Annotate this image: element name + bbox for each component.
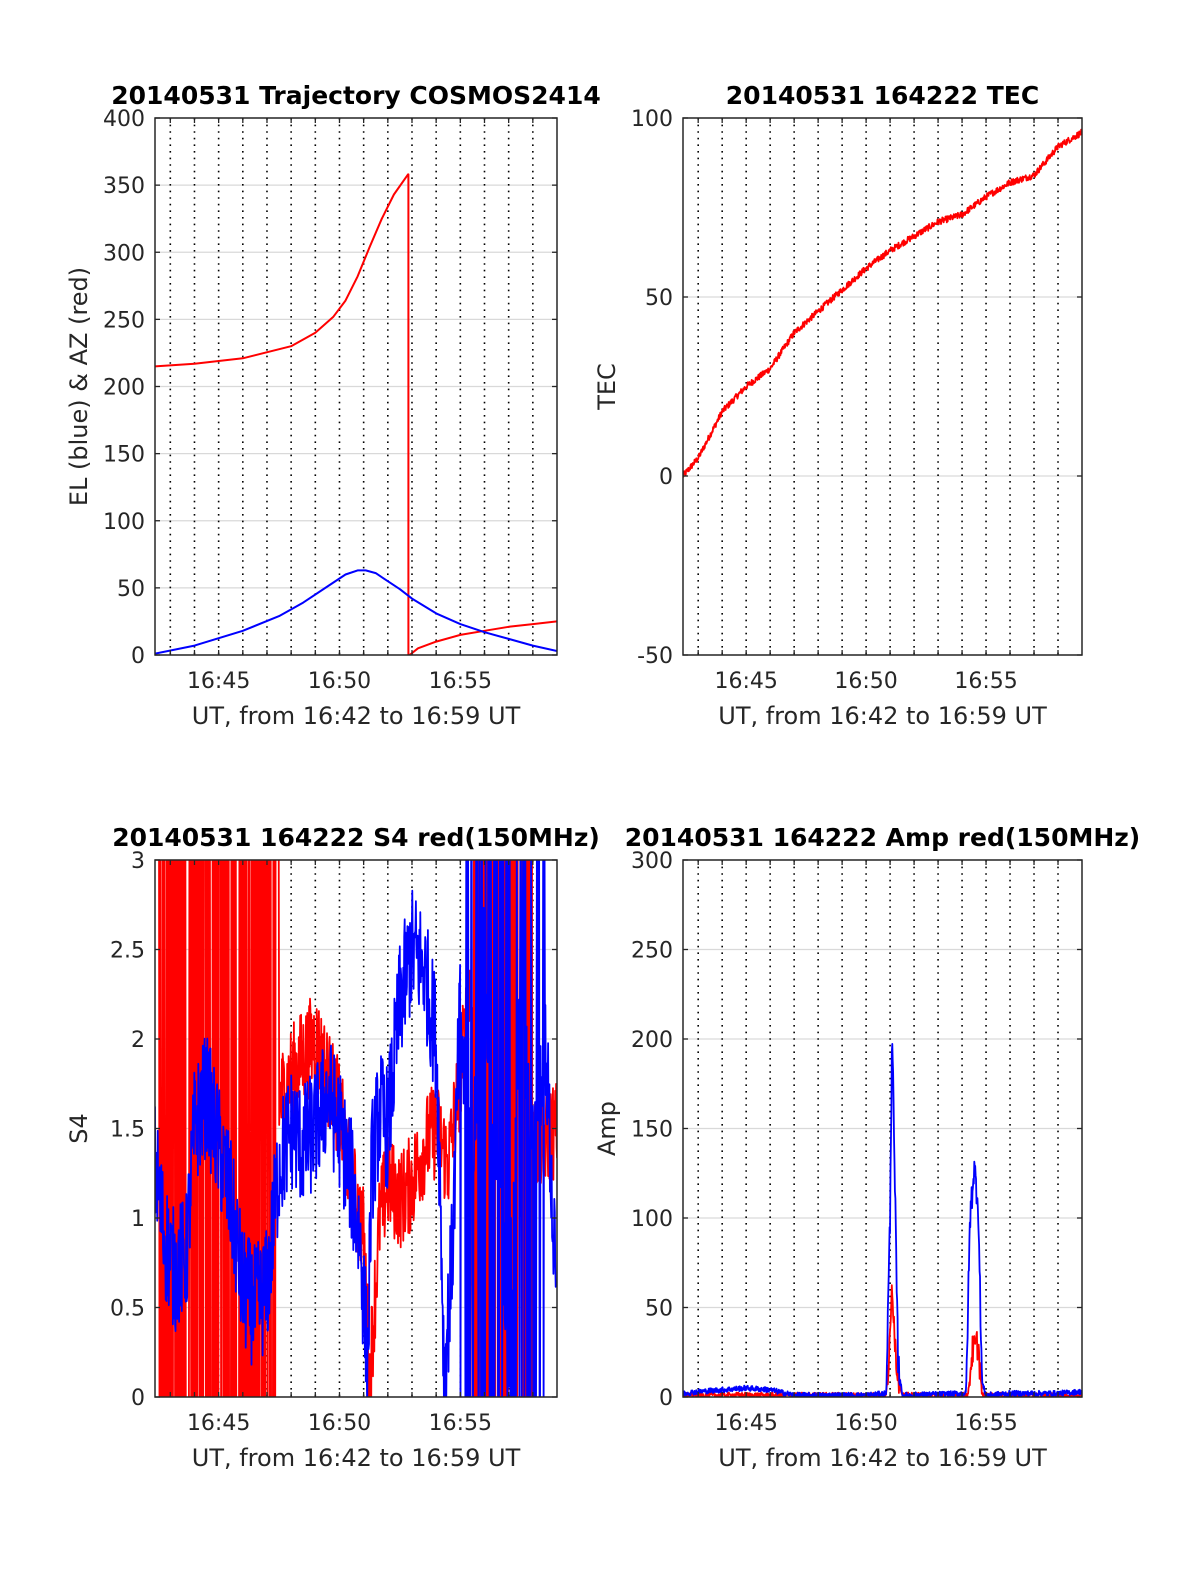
y-tick-label: 300	[103, 241, 145, 266]
y-tick-label: 150	[631, 1118, 673, 1143]
chart-title: 20140531 164222 S4 red(150MHz)	[112, 823, 600, 852]
trajectory-panel: 0 50 100 150 200 250 300 350 400 16:45 16:50 16:55 2…	[65, 81, 601, 730]
x-tick-label: 16:50	[308, 669, 371, 694]
series-line	[155, 860, 557, 1397]
x-axis-label: UT, from 16:42 to 16:59 UT	[718, 702, 1047, 730]
series-group	[683, 1043, 1082, 1397]
y-tick-label: 50	[117, 577, 145, 602]
amp-panel: 0 50 100 150 200 250 300 16:45 16:50 16:55 2014053…	[593, 823, 1140, 1472]
y-tick-label: 0	[131, 644, 145, 669]
y-tick-label: 2.5	[110, 939, 145, 964]
x-tick-label: 16:55	[954, 1411, 1017, 1436]
y-tick-label: 0.5	[110, 1297, 145, 1322]
series-line	[683, 1284, 1082, 1397]
series-line	[155, 173, 557, 655]
y-axis-label: S4	[65, 1113, 93, 1144]
s4-panel: 0 0.5 1 1.5 2 2.5 3 16:45 16:50 16:55 20140531 164…	[65, 823, 600, 1472]
y-tick-label: 0	[659, 1386, 673, 1411]
chart-title: 20140531 164222 TEC	[726, 81, 1039, 110]
chart-title: 20140531 Trajectory COSMOS2414	[111, 81, 601, 110]
y-tick-label: 2	[131, 1028, 145, 1053]
y-tick-label: 0	[131, 1386, 145, 1411]
y-tick-label: 1.5	[110, 1118, 145, 1143]
series-line	[155, 569, 557, 655]
y-tick-label: 1	[131, 1207, 145, 1232]
x-tick-label: 16:55	[954, 669, 1017, 694]
y-axis-label: EL (blue) & AZ (red)	[65, 267, 93, 506]
y-tick-label: -50	[637, 644, 673, 669]
x-tick-label: 16:45	[714, 1411, 777, 1436]
x-axis-label: UT, from 16:42 to 16:59 UT	[192, 1444, 521, 1472]
x-tick-label: 16:45	[187, 669, 250, 694]
x-tick-label: 16:50	[834, 1411, 897, 1436]
series-line	[683, 1043, 1082, 1397]
x-axis-label: UT, from 16:42 to 16:59 UT	[192, 702, 521, 730]
y-tick-label: 0	[659, 465, 673, 490]
y-tick-label: 200	[103, 376, 145, 401]
y-tick-label: 150	[103, 443, 145, 468]
axes-box	[682, 117, 1083, 656]
x-tick-label: 16:55	[429, 1411, 492, 1436]
x-tick-label: 16:55	[429, 669, 492, 694]
x-tick-label: 16:50	[834, 669, 897, 694]
x-axis-label: UT, from 16:42 to 16:59 UT	[718, 1444, 1047, 1472]
y-tick-label: 200	[631, 1028, 673, 1053]
y-tick-label: 350	[103, 174, 145, 199]
y-tick-label: 400	[103, 107, 145, 132]
y-axis-label: Amp	[593, 1101, 621, 1156]
y-tick-label: 250	[103, 308, 145, 333]
y-tick-label: 3	[131, 849, 145, 874]
x-tick-label: 16:50	[308, 1411, 371, 1436]
y-tick-label: 300	[631, 849, 673, 874]
y-tick-label: 250	[631, 939, 673, 964]
y-tick-label: 100	[631, 1207, 673, 1232]
y-tick-label: 50	[645, 1297, 673, 1322]
y-axis-label: TEC	[593, 363, 621, 411]
x-tick-label: 16:45	[187, 1411, 250, 1436]
series-line	[683, 128, 1082, 478]
y-tick-label: 100	[103, 510, 145, 535]
series-group	[683, 128, 1082, 478]
x-tick-label: 16:45	[714, 669, 777, 694]
tec-panel: -50 0 50 100 16:45 16:50 16:55 20140531 164222 …	[593, 81, 1083, 730]
series-group	[155, 860, 557, 1397]
chart-title: 20140531 164222 Amp red(150MHz)	[625, 823, 1141, 852]
series-group	[155, 173, 557, 655]
y-tick-label: 100	[631, 107, 673, 132]
y-tick-label: 50	[645, 286, 673, 311]
